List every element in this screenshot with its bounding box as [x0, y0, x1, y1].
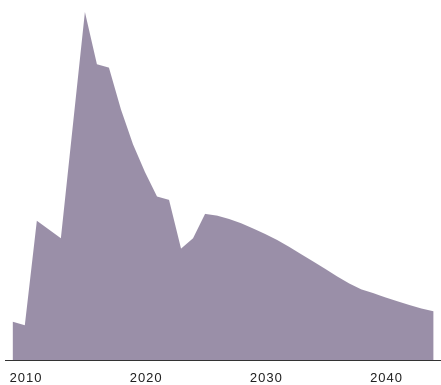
x-tick-label: 2030	[250, 370, 283, 385]
plot-area	[12, 12, 434, 360]
x-axis-ticks: 2010 2020 2030 2040	[10, 370, 403, 385]
area-series-0	[12, 12, 434, 360]
x-tick-label: 2040	[370, 370, 403, 385]
x-tick-label: 2010	[10, 370, 43, 385]
x-tick-label: 2020	[130, 370, 163, 385]
